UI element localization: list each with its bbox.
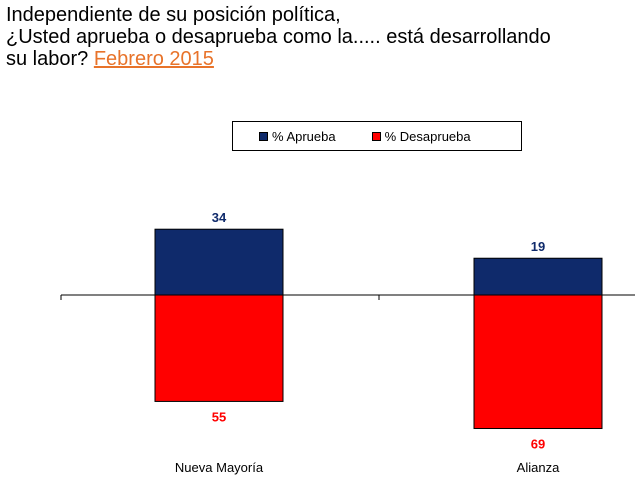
legend-swatch-desaprueba <box>371 131 381 141</box>
legend-item-aprueba: % Aprueba <box>259 129 336 144</box>
data-label-aprueba-nueva-mayoria: 34 <box>212 210 227 225</box>
title-line-3: su labor? Febrero 2015 <box>6 48 631 70</box>
legend-item-desaprueba: % Desaprueba <box>371 128 471 144</box>
title-line-1: Independiente de su posición política, <box>6 4 341 26</box>
data-label-aprueba-alianza: 19 <box>531 239 545 254</box>
bar-aprueba-nueva-mayoria <box>154 228 284 296</box>
category-label-alianza: Alianza <box>517 460 560 475</box>
title-date-link[interactable]: Febrero 2015 <box>93 48 214 70</box>
title-line-2: ¿Usted aprueba o desaprueba como la.....… <box>6 26 551 48</box>
bar-desaprueba-nueva-mayoria <box>154 294 284 402</box>
legend-swatch-aprueba <box>259 131 268 141</box>
data-label-desaprueba-nueva-mayoria: 55 <box>212 409 226 424</box>
category-label-nueva-mayoria: Nueva Mayoría <box>175 460 264 475</box>
bar-aprueba-alianza <box>473 257 603 296</box>
title-line-3-prefix: su labor? <box>6 48 94 70</box>
legend-label-desaprueba: % Desaprueba <box>384 128 471 144</box>
bar-desaprueba-alianza <box>473 294 603 430</box>
chart-title: Independiente de su posición política, ¿… <box>6 4 631 70</box>
legend-label-aprueba: % Aprueba <box>272 128 336 144</box>
data-label-desaprueba-alianza: 69 <box>531 437 545 452</box>
chart-legend: % Aprueba % Desaprueba <box>232 121 522 151</box>
